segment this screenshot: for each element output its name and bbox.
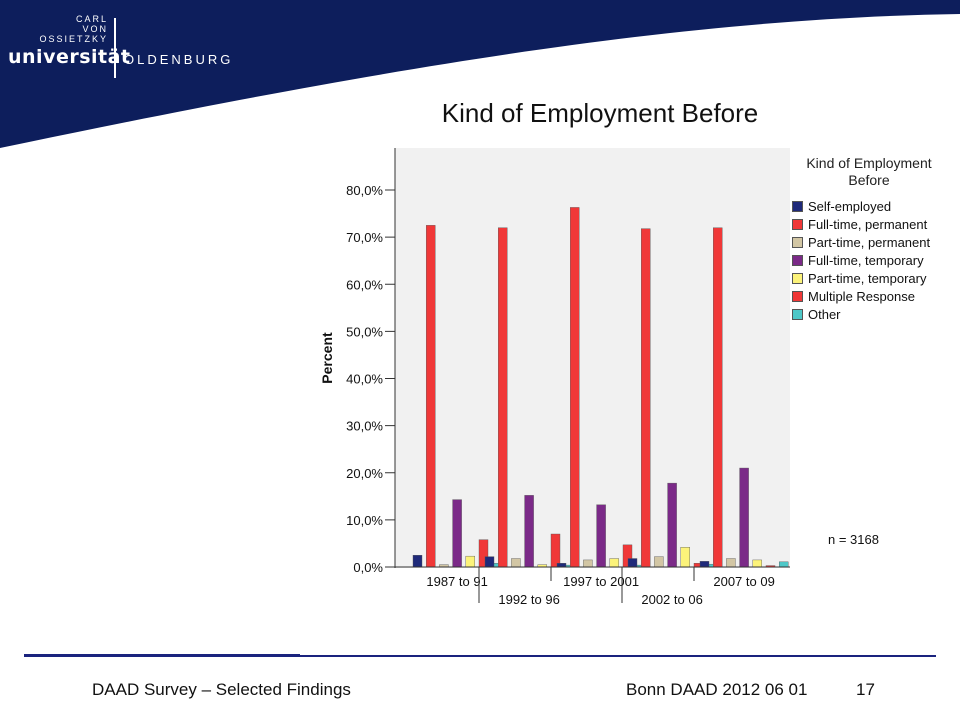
y-tick-label: 10,0% — [346, 513, 383, 528]
x-tick-label: 2007 to 09 — [713, 574, 774, 589]
bar-full-time-temporary-4 — [739, 467, 749, 568]
logo-university-word: universität — [8, 46, 131, 68]
chart-title: Kind of Employment Before — [441, 98, 759, 128]
legend-label: Multiple Response — [808, 288, 915, 304]
bar-full-time-temporary-3 — [667, 482, 677, 568]
bar-full-time-temporary-1 — [524, 495, 534, 568]
legend-item-self-employed: Self-employed — [792, 198, 891, 214]
legend-label: Full-time, permanent — [808, 216, 928, 232]
legend-swatch — [792, 272, 803, 284]
legend-item-other: Other — [792, 306, 841, 322]
y-axis: 0,0% 10,0% 20,0% 30,0% 40,0% 50,0% 60,0% 70,0% 8… — [346, 148, 396, 575]
footer-divider — [24, 655, 936, 657]
header-banner — [0, 0, 960, 148]
plot-background — [395, 148, 790, 568]
y-tick-label: 80,0% — [346, 183, 383, 198]
legend-item-part-time-permanent: Part-time, permanent — [792, 234, 930, 250]
banner-shape — [0, 0, 960, 148]
legend-swatch — [792, 308, 803, 320]
footer-presentation-title: DAAD Survey – Selected Findings — [92, 680, 351, 699]
legend-swatch — [792, 290, 803, 302]
bar-part-time-temporary-3 — [680, 547, 690, 568]
x-tick-label: 2002 to 06 — [641, 592, 702, 607]
footer-divider-accent — [24, 654, 300, 657]
footer-page-number: 17 — [856, 680, 875, 699]
legend-title: Kind of Employment Before — [806, 155, 932, 188]
bar-part-time-temporary-0 — [465, 555, 476, 568]
legend-swatch — [792, 218, 803, 230]
bar-part-time-permanent-2 — [583, 559, 593, 568]
bar-full-time-permanent-3 — [641, 228, 651, 568]
x-tick-label: 1997 to 2001 — [563, 574, 639, 589]
y-axis-label: Percent — [319, 332, 335, 384]
logo-line-ossietzky: OSSIETZKY — [39, 34, 108, 44]
bar-self-employed-2 — [556, 563, 567, 568]
legend-item-part-time-temporary: Part-time, temporary — [792, 270, 926, 286]
bar-part-time-permanent-1 — [511, 558, 521, 568]
legend-label: Part-time, temporary — [808, 270, 927, 286]
legend-label: Part-time, permanent — [808, 234, 931, 250]
legend-label: Self-employed — [808, 198, 892, 214]
y-tick-label: 50,0% — [346, 324, 383, 339]
bar-part-time-permanent-3 — [654, 556, 664, 568]
bar-part-time-temporary-2 — [609, 558, 619, 568]
bar-part-time-permanent-4 — [726, 558, 736, 568]
logo-line-carl: CARL — [75, 14, 108, 24]
bar-full-time-permanent-0 — [425, 225, 436, 568]
y-tick-label: 30,0% — [346, 419, 383, 434]
legend-swatch — [792, 200, 803, 212]
y-tick-label: 40,0% — [346, 372, 383, 387]
bar-multiple-response-1 — [550, 533, 561, 568]
bar-full-time-permanent-4 — [713, 227, 723, 568]
y-tick-label: 60,0% — [346, 277, 383, 292]
legend-item-full-time-temporary: Full-time, temporary — [792, 252, 924, 268]
bar-self-employed-0 — [412, 555, 423, 568]
legend-item-full-time-permanent: Full-time, permanent — [792, 216, 927, 232]
legend-label: Full-time, temporary — [808, 252, 924, 268]
legend-swatch — [792, 254, 803, 266]
sample-size-note: n = 3168 — [828, 532, 879, 547]
y-tick-label: 20,0% — [346, 466, 383, 481]
logo-divider — [114, 18, 116, 78]
bar-full-time-permanent-2 — [570, 207, 580, 568]
logo-line-von: VON — [82, 24, 108, 34]
bar-self-employed-3 — [627, 558, 638, 568]
bar-self-employed-4 — [699, 561, 710, 568]
legend-item-multiple-response: Multiple Response — [792, 288, 915, 304]
bars — [412, 207, 789, 568]
logo-city-word: OLDENBURG — [124, 52, 234, 67]
legend-swatch — [792, 236, 803, 248]
y-tick-label: 70,0% — [346, 230, 383, 245]
bar-full-time-permanent-1 — [497, 227, 508, 568]
y-tick-label: 0,0% — [353, 560, 383, 575]
bar-self-employed-1 — [484, 556, 495, 568]
legend-label: Other — [808, 306, 841, 322]
bar-part-time-temporary-4 — [752, 559, 762, 568]
bar-chart: 0,0% 10,0% 20,0% 30,0% 40,0% 50,0% 60,0% 70,0% 8… — [319, 148, 790, 607]
bar-full-time-temporary-0 — [452, 499, 462, 568]
bar-full-time-temporary-2 — [596, 504, 606, 568]
x-tick-label: 1987 to 91 — [426, 574, 487, 589]
bar-other-4 — [779, 561, 789, 568]
footer-event-date: Bonn DAAD 2012 06 01 — [626, 680, 808, 699]
x-tick-label: 1992 to 96 — [498, 592, 559, 607]
